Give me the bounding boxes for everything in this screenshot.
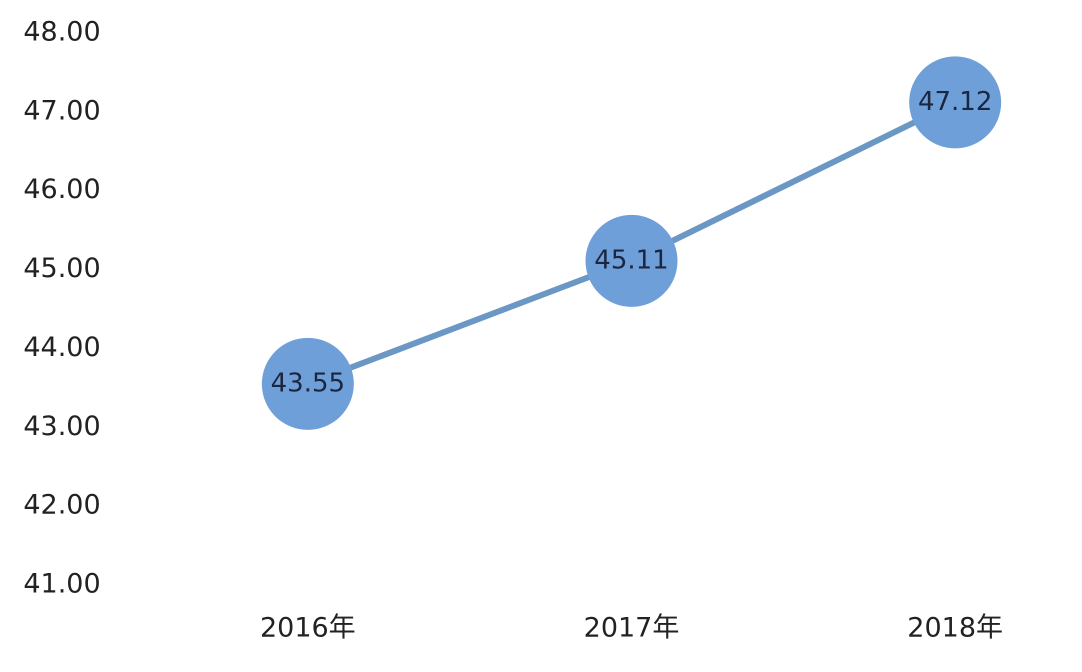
y-tick-label: 42.00 <box>23 490 100 521</box>
x-tick-label: 2018年 <box>907 613 1003 644</box>
marker <box>909 56 1002 149</box>
x-tick-label: 2017年 <box>584 613 680 644</box>
marker <box>261 337 354 430</box>
y-tick-label: 43.00 <box>23 411 100 442</box>
y-tick-label: 46.00 <box>23 174 100 205</box>
data-label: 45.11 <box>594 245 668 275</box>
y-tick-label: 48.00 <box>23 17 100 48</box>
data-label: 43.55 <box>271 368 345 398</box>
y-tick-label: 45.00 <box>23 253 100 284</box>
x-tick-label: 2016年 <box>260 613 356 644</box>
data-label: 47.12 <box>918 87 992 117</box>
y-tick-label: 41.00 <box>23 569 100 600</box>
y-tick-label: 44.00 <box>23 332 100 363</box>
y-tick-label: 47.00 <box>23 95 100 126</box>
marker <box>585 214 678 307</box>
